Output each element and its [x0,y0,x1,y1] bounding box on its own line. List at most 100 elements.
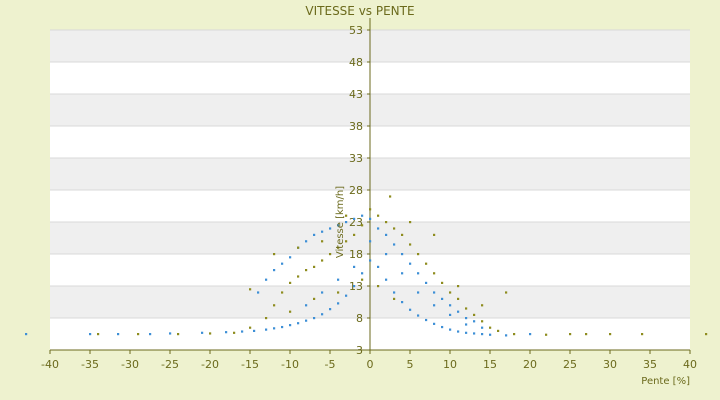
data-point [241,330,244,333]
data-point [281,262,284,265]
x-axis-label: Pente [%] [641,376,690,387]
data-point [473,332,476,335]
x-tick-label: 30 [603,358,617,371]
data-point [313,317,316,320]
data-point [305,319,308,322]
data-point [117,333,120,336]
data-point [497,329,500,332]
data-point [393,297,396,300]
x-tick-label: -35 [81,358,99,371]
data-point [289,324,292,327]
data-point [265,317,268,320]
data-point [337,224,340,227]
data-point [369,217,372,220]
data-point [345,221,348,224]
data-point [253,329,256,332]
data-point [369,240,372,243]
x-tick-label: -25 [161,358,179,371]
data-point [177,333,180,336]
data-point [305,240,308,243]
data-point [441,325,444,329]
data-point [385,253,388,256]
data-point [457,285,460,288]
data-point [361,224,364,227]
data-point [457,310,460,313]
data-point [337,291,340,294]
data-point [505,291,508,294]
data-point [313,265,316,268]
data-point [417,314,420,317]
y-tick-label: 33 [349,152,363,165]
data-point [321,259,324,262]
data-point [481,326,484,329]
y-tick-label: 13 [349,280,363,293]
y-tick-label: 38 [349,120,363,133]
data-point [473,313,476,316]
data-point [297,275,300,278]
x-tick-label: -40 [41,358,59,371]
data-point [273,304,276,307]
data-point [385,221,388,224]
y-tick-label: 18 [349,248,363,261]
data-point [465,317,468,320]
data-point [201,331,204,334]
data-point [465,307,468,310]
data-point [425,318,428,322]
data-point [225,331,228,334]
y-tick-label: 28 [349,184,363,197]
data-point [457,297,460,300]
x-tick-label: 5 [407,358,414,371]
x-tick-label: 25 [563,358,577,371]
data-point [457,330,460,333]
data-point [305,269,308,272]
data-point [401,233,404,236]
x-tick-label: 40 [683,358,697,371]
chart-title: VITESSE vs PENTE [305,4,414,18]
data-point [433,233,436,236]
data-point [209,332,212,335]
data-point [401,301,404,304]
data-point [529,333,532,336]
y-tick-label: 43 [349,88,363,101]
x-tick-label: 0 [367,358,374,371]
data-point [353,285,356,288]
data-point [505,334,508,337]
data-point [393,243,396,246]
data-point [345,214,348,217]
data-point [433,291,436,294]
series-2 [97,195,708,336]
data-point [433,322,436,325]
data-point [481,304,484,307]
data-point [489,326,492,329]
data-point [705,333,708,336]
data-point [345,240,348,243]
data-point [281,291,284,294]
x-tick-label: -5 [325,358,336,371]
data-point [329,227,332,230]
data-point [361,214,364,217]
data-point [289,281,292,284]
data-point [449,328,452,331]
data-point [329,308,332,311]
data-point [401,253,404,256]
data-point [425,262,428,265]
x-tick-label: 10 [443,358,457,371]
x-tick-label: -30 [121,358,139,371]
y-tick-label: 8 [356,312,363,325]
data-point [257,291,260,294]
data-point [353,233,356,236]
data-point [641,333,644,336]
data-point [313,297,316,300]
data-point [481,333,484,336]
data-point [297,322,300,325]
data-point [409,221,412,224]
y-tick-label: 23 [349,216,363,229]
data-point [377,265,380,268]
data-point [273,253,276,256]
data-point [321,313,324,316]
data-point [169,332,172,335]
data-point [361,278,364,281]
data-point [441,281,444,284]
